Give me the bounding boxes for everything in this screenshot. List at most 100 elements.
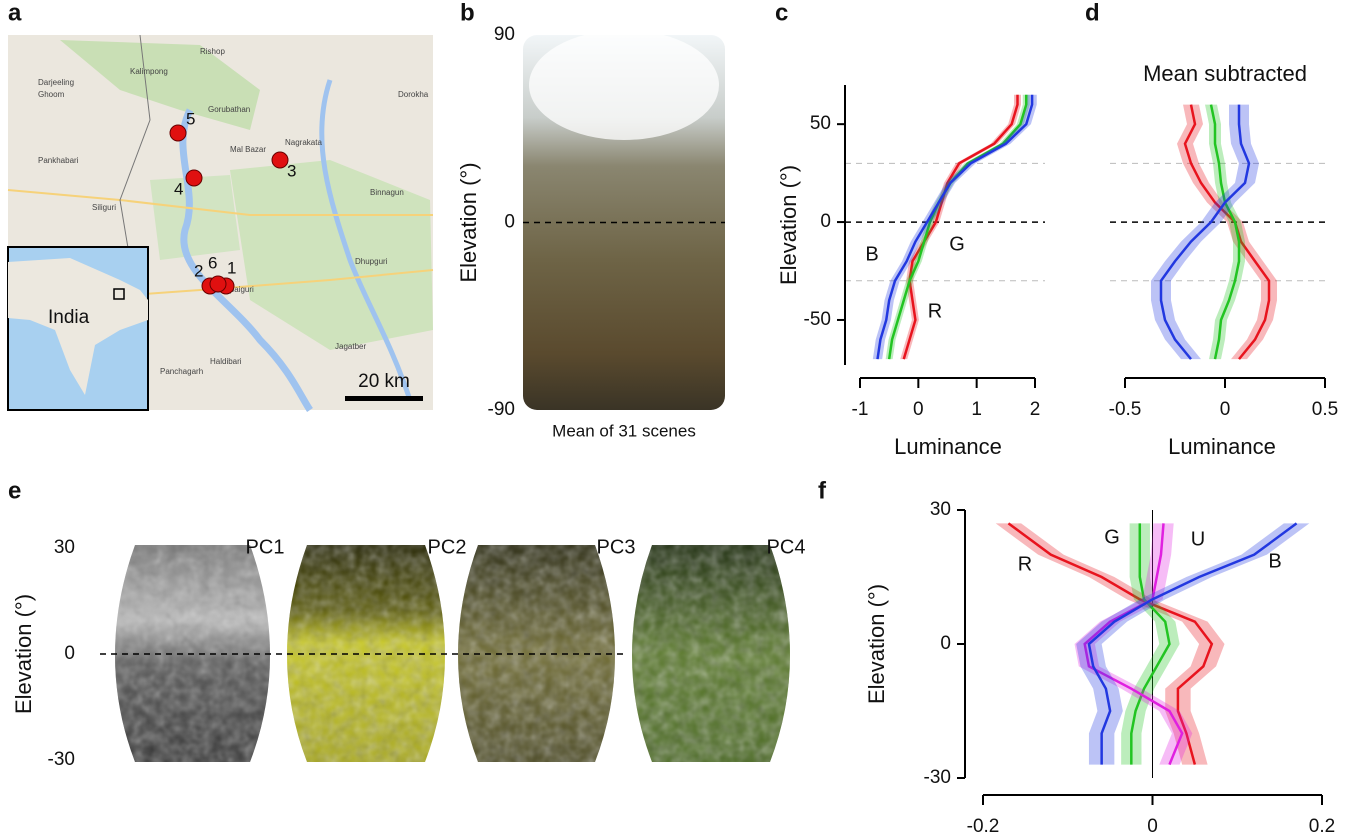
series-line — [1159, 104, 1251, 360]
panel-label: f — [818, 477, 827, 504]
series-line — [1007, 522, 1214, 765]
place-label: Gorubathan — [208, 105, 250, 114]
place-label: Ghoom — [38, 90, 65, 99]
error-band — [1076, 523, 1310, 765]
place-label: Panchagarh — [160, 367, 203, 376]
error-band — [995, 523, 1225, 765]
error-band — [1205, 104, 1245, 360]
panel-label: e — [8, 477, 21, 504]
x-tick-label: -0.5 — [1109, 399, 1142, 420]
panel-label: b — [460, 0, 475, 26]
series-label: B — [865, 243, 878, 265]
x-tick-label: 2 — [1030, 399, 1041, 420]
series-line — [1130, 523, 1171, 765]
image-label: PC1 — [246, 536, 285, 558]
site-label: 3 — [287, 161, 296, 180]
y-tick-label: -30 — [924, 767, 951, 788]
error-band — [1121, 523, 1180, 765]
pc-texture — [632, 545, 790, 762]
site-label: 6 — [208, 253, 217, 272]
scale-label: 20 km — [358, 371, 410, 392]
x-tick-label: 1 — [971, 399, 982, 420]
inset-land — [8, 258, 148, 395]
image-label: PC3 — [597, 536, 636, 558]
place-label: Mal Bazar — [230, 145, 266, 154]
error-band — [1151, 104, 1259, 360]
panel-label: d — [1085, 0, 1100, 26]
error-band — [1074, 523, 1193, 765]
caption: Mean of 31 scenes — [552, 421, 696, 440]
y-tick-label: 50 — [810, 113, 831, 134]
panel-label: a — [8, 0, 22, 26]
forest — [230, 160, 433, 350]
series-line — [1087, 522, 1298, 765]
y-tick-label: -30 — [48, 749, 75, 770]
river — [319, 79, 413, 401]
sites — [169, 124, 289, 295]
place-label: Dhupguri — [355, 257, 388, 266]
place-label: Jagatber — [335, 342, 366, 351]
y-tick-label: -90 — [488, 399, 515, 420]
y-axis-label: Elevation (°) — [456, 162, 481, 282]
image-label: PC2 — [428, 536, 467, 558]
place-label: Dorokha — [398, 90, 429, 99]
series-line — [1083, 523, 1184, 766]
y-tick-label: 90 — [494, 24, 515, 45]
x-tick-label: 0.2 — [1309, 816, 1335, 837]
series-line — [887, 94, 1028, 360]
image-label: PC4 — [767, 536, 806, 558]
panel-label: c — [775, 0, 788, 26]
series-label: U — [1191, 528, 1205, 550]
y-axis-label: Elevation (°) — [776, 165, 801, 285]
border — [119, 34, 151, 261]
series-line — [876, 94, 1034, 360]
x-tick-label: 0 — [1147, 816, 1158, 837]
inset-box — [113, 288, 125, 300]
scale-bar — [345, 396, 423, 401]
map: Rishop Kalimpong Darjeeling Ghoom Goruba… — [7, 34, 434, 412]
river — [179, 108, 313, 412]
series-line — [902, 94, 1019, 360]
y-tick-label: 0 — [64, 643, 75, 664]
y-tick-label: 0 — [940, 633, 951, 654]
x-tick-label: 0 — [1220, 399, 1231, 420]
site-label: 1 — [227, 258, 236, 277]
x-tick-label: -0.2 — [967, 816, 1000, 837]
y-axis-label: Elevation (°) — [864, 584, 889, 704]
place-label: Rishop — [200, 47, 225, 56]
place-label: lpaiguri — [228, 285, 254, 294]
error-band — [885, 94, 1030, 360]
x-axis-label: Luminance — [894, 434, 1002, 459]
chart-title: Mean subtracted — [1143, 61, 1307, 86]
y-tick-label: 0 — [504, 212, 515, 233]
sky-glow — [529, 30, 719, 140]
place-label: Binnagun — [370, 188, 404, 197]
pc-texture — [458, 545, 615, 762]
site-label: 5 — [186, 109, 195, 128]
y-tick-label: -50 — [804, 309, 831, 330]
series-line — [1209, 104, 1241, 360]
x-tick-label: 0 — [913, 399, 924, 420]
y-tick-label: 30 — [54, 537, 75, 558]
road — [7, 189, 433, 216]
inset-label: India — [48, 307, 90, 328]
x-tick-label: -1 — [852, 399, 869, 420]
site-label: 2 — [194, 261, 203, 280]
place-label: Darjeeling — [38, 78, 74, 87]
place-label: Haldibari — [210, 357, 242, 366]
place-label: Kalimpong — [130, 67, 168, 76]
site-label: 4 — [174, 179, 183, 198]
y-axis-label: Elevation (°) — [11, 594, 36, 714]
site-marker — [209, 275, 227, 293]
x-axis-label: Luminance — [1168, 434, 1276, 459]
forest — [150, 175, 240, 260]
site-marker — [185, 169, 203, 187]
place-label: Pankhabari — [38, 156, 79, 165]
series-label: G — [1104, 526, 1120, 548]
series-label: R — [1018, 553, 1032, 575]
x-tick-label: 0.5 — [1312, 399, 1338, 420]
y-tick-label: 0 — [820, 211, 831, 232]
forest — [60, 40, 260, 130]
